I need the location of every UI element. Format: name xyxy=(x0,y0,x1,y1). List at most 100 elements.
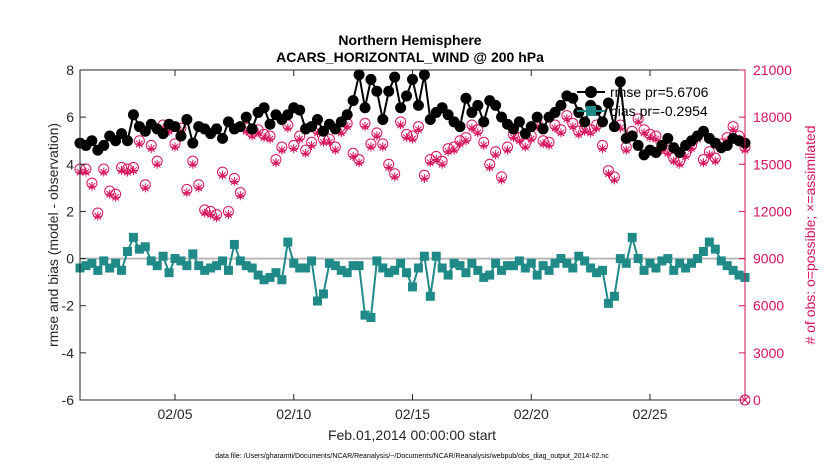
x-tick-label: 02/15 xyxy=(395,406,430,422)
bias-point xyxy=(164,268,174,278)
bias-point xyxy=(390,265,400,275)
plot-area xyxy=(80,70,745,400)
obs-assimilated-point xyxy=(307,140,317,150)
obs-assimilated-point xyxy=(437,159,447,169)
bias-point xyxy=(508,261,518,271)
rmse-point xyxy=(662,132,674,144)
rmse-point xyxy=(460,92,472,104)
obs-assimilated-point xyxy=(550,123,560,133)
series-layer xyxy=(74,69,751,322)
obs-assimilated-point xyxy=(396,120,406,130)
rmse-point xyxy=(359,102,371,114)
rmse-point xyxy=(632,139,644,151)
bias-point xyxy=(212,261,222,271)
bias-point xyxy=(538,261,548,271)
obs-assimilated-point xyxy=(140,183,150,193)
obs-assimilated-point xyxy=(461,136,471,146)
bias-point xyxy=(188,249,198,259)
bias-point xyxy=(396,258,406,268)
rmse-point xyxy=(217,132,228,144)
bias-point xyxy=(592,268,602,278)
bias-point xyxy=(556,254,566,264)
obs-assimilated-point xyxy=(651,134,661,144)
rmse-point xyxy=(264,118,276,130)
chart-title: Northern Hemisphere xyxy=(338,32,481,48)
rmse-point xyxy=(401,90,413,102)
obs-assimilated-point xyxy=(152,159,162,169)
y2-tick-label: 6000 xyxy=(753,298,784,314)
rmse-point xyxy=(347,95,359,107)
bias-point xyxy=(514,256,524,266)
obs-assimilated-point xyxy=(467,123,477,133)
obs-assimilated-point xyxy=(271,158,281,168)
rmse-point xyxy=(240,111,252,123)
y-tick-label: -2 xyxy=(62,298,75,314)
bias-point xyxy=(140,242,150,252)
bias-point xyxy=(330,261,340,271)
rmse-point xyxy=(294,104,306,116)
rmse-point xyxy=(525,121,537,133)
obs-assimilated-point xyxy=(218,170,227,180)
bias-point xyxy=(645,258,655,268)
obs-assimilated-point xyxy=(497,175,507,185)
y2-tick-label: 21000 xyxy=(753,62,792,78)
obs-assimilated-point xyxy=(194,183,204,193)
obs-assimilated-point xyxy=(117,166,127,176)
obs-assimilated-point xyxy=(621,145,631,155)
obs-assimilated-point xyxy=(378,142,388,152)
bias-point xyxy=(497,265,507,275)
bias-point xyxy=(586,263,596,273)
bias-point xyxy=(704,237,714,247)
rmse-point xyxy=(371,85,383,97)
bias-point xyxy=(461,268,471,278)
bias-point xyxy=(354,261,364,271)
obs-assimilated-point xyxy=(455,139,465,149)
bias-point xyxy=(698,247,708,256)
rmse-point xyxy=(454,121,466,133)
obs-assimilated-point xyxy=(360,122,370,132)
rmse-point xyxy=(341,109,353,121)
rmse-point xyxy=(258,102,270,114)
bias-point xyxy=(598,265,607,275)
bias-point xyxy=(384,268,394,278)
obs-assimilated-point xyxy=(598,144,607,154)
x-axis-ticks: 02/05 02/10 02/15 02/20 02/25 xyxy=(157,70,668,422)
rmse-point xyxy=(157,128,169,140)
bias-point xyxy=(425,291,435,301)
y-axis-label: rmse and bias (model - observation) xyxy=(45,123,61,347)
y2-tick-label: 15000 xyxy=(753,156,792,172)
bias-point xyxy=(687,258,697,268)
obs-assimilated-point xyxy=(520,142,530,152)
rmse-point xyxy=(246,123,258,135)
obs-assimilated-point xyxy=(473,128,483,138)
obs-assimilated-point xyxy=(366,142,376,152)
bias-point xyxy=(485,270,495,280)
rmse-point xyxy=(608,121,620,133)
bias-point xyxy=(609,291,619,301)
obs-assimilated-point xyxy=(123,167,132,177)
obs-assimilated-point xyxy=(568,122,578,132)
bias-point xyxy=(734,270,744,280)
rmse-point xyxy=(614,76,626,88)
x-tick-label: 02/25 xyxy=(632,406,667,422)
obs-assimilated-point xyxy=(449,145,459,155)
bias-point xyxy=(111,258,121,268)
rmse-point xyxy=(597,116,608,128)
obs-assimilated-point xyxy=(503,145,512,155)
obs-assimilated-point xyxy=(413,125,423,135)
bias-point xyxy=(568,263,578,273)
bias-point xyxy=(479,272,489,282)
bias-point xyxy=(669,265,679,275)
bias-point xyxy=(218,256,227,266)
x-axis-label: Feb.01,2014 00:00:00 start xyxy=(328,427,496,443)
y-tick-label: 4 xyxy=(66,156,74,172)
obs-assimilated-point xyxy=(188,159,198,169)
y2-tick-label: 18000 xyxy=(753,109,792,125)
bias-point xyxy=(182,261,192,271)
bias-point xyxy=(176,256,186,266)
obs-assimilated-point xyxy=(592,123,602,133)
obs-assimilated-point xyxy=(134,139,144,149)
bias-point xyxy=(621,258,631,268)
obs-assimilated-point xyxy=(182,188,192,198)
